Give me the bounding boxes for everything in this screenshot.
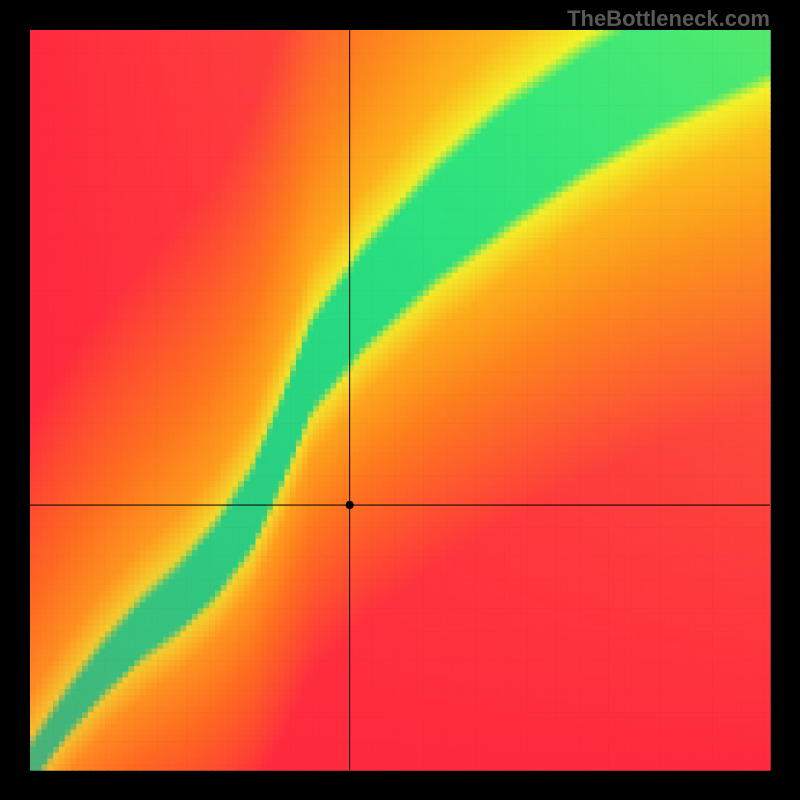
bottleneck-heatmap xyxy=(0,0,800,800)
chart-container: { "watermark": { "text": "TheBottleneck.… xyxy=(0,0,800,800)
watermark-text: TheBottleneck.com xyxy=(567,6,770,32)
